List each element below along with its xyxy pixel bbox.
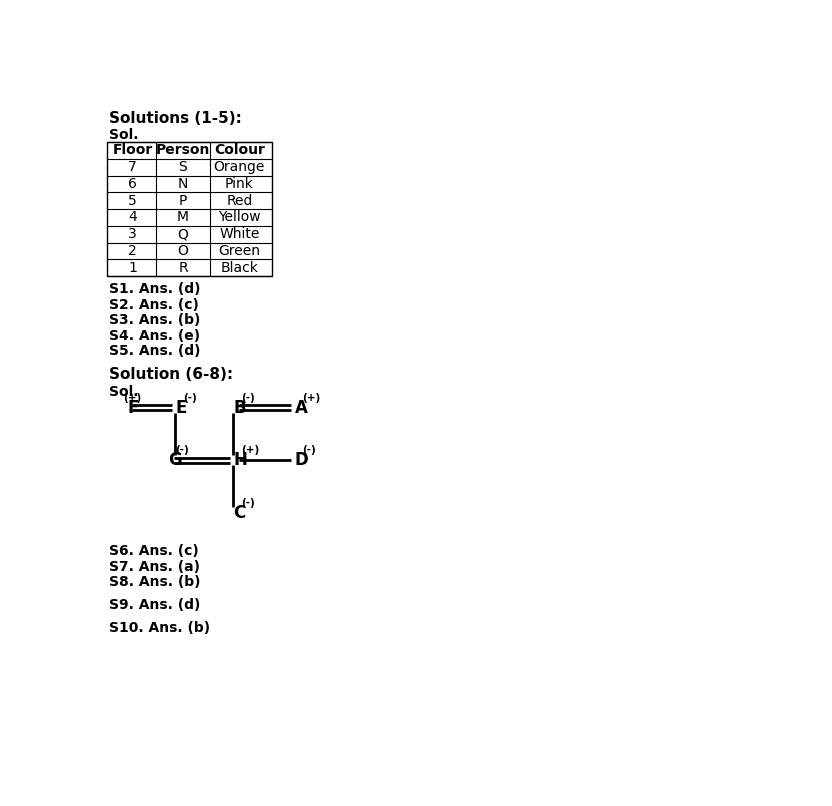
Text: Black: Black (220, 260, 259, 275)
Text: A: A (295, 399, 308, 417)
Text: R: R (178, 260, 188, 275)
Text: 2: 2 (128, 244, 137, 258)
Text: White: White (219, 227, 260, 241)
Text: N: N (178, 177, 188, 191)
Text: M: M (177, 210, 189, 224)
Text: Orange: Orange (214, 160, 265, 174)
Text: 1: 1 (128, 260, 137, 275)
Text: (+): (+) (303, 393, 321, 403)
Text: S3. Ans. (b): S3. Ans. (b) (109, 314, 201, 327)
Text: S5. Ans. (d): S5. Ans. (d) (109, 344, 201, 359)
Text: (+): (+) (122, 393, 141, 403)
Text: (-): (-) (176, 446, 190, 455)
Text: E: E (176, 399, 187, 417)
Text: S6. Ans. (c): S6. Ans. (c) (109, 544, 199, 559)
Text: (-): (-) (303, 446, 316, 455)
Text: (+): (+) (241, 446, 260, 455)
Text: P: P (179, 193, 187, 208)
Text: H: H (234, 451, 247, 469)
Text: 6: 6 (128, 177, 137, 191)
Text: 4: 4 (128, 210, 137, 224)
Text: (-): (-) (241, 393, 255, 403)
Text: S2. Ans. (c): S2. Ans. (c) (109, 297, 199, 312)
Text: 5: 5 (128, 193, 137, 208)
Text: S8. Ans. (b): S8. Ans. (b) (109, 575, 201, 589)
Text: S9. Ans. (d): S9. Ans. (d) (109, 598, 201, 613)
Text: Floor: Floor (112, 143, 153, 157)
Text: Yellow: Yellow (218, 210, 260, 224)
Text: S10. Ans. (b): S10. Ans. (b) (109, 621, 210, 635)
Text: S: S (179, 160, 187, 174)
Text: F: F (128, 399, 139, 417)
Text: D: D (295, 451, 309, 469)
Text: Solution (6-8):: Solution (6-8): (109, 368, 233, 382)
Text: (-): (-) (183, 393, 197, 403)
Text: Red: Red (226, 193, 253, 208)
Text: Sol.: Sol. (109, 128, 139, 143)
Text: Q: Q (177, 227, 188, 241)
Text: S1. Ans. (d): S1. Ans. (d) (109, 282, 201, 297)
Text: 3: 3 (128, 227, 137, 241)
Text: Colour: Colour (214, 143, 265, 157)
Text: C: C (234, 505, 245, 522)
Text: B: B (234, 399, 246, 417)
Bar (106, 142, 272, 276)
Text: S7. Ans. (a): S7. Ans. (a) (109, 559, 201, 574)
Text: O: O (177, 244, 188, 258)
Text: S4. Ans. (e): S4. Ans. (e) (109, 329, 201, 343)
Text: 7: 7 (128, 160, 137, 174)
Text: Person: Person (156, 143, 210, 157)
Text: Pink: Pink (225, 177, 254, 191)
Text: Sol.: Sol. (109, 384, 139, 399)
Text: Solutions (1-5):: Solutions (1-5): (109, 111, 242, 126)
Text: (-): (-) (241, 498, 255, 509)
Text: G: G (168, 451, 181, 469)
Text: Green: Green (219, 244, 260, 258)
